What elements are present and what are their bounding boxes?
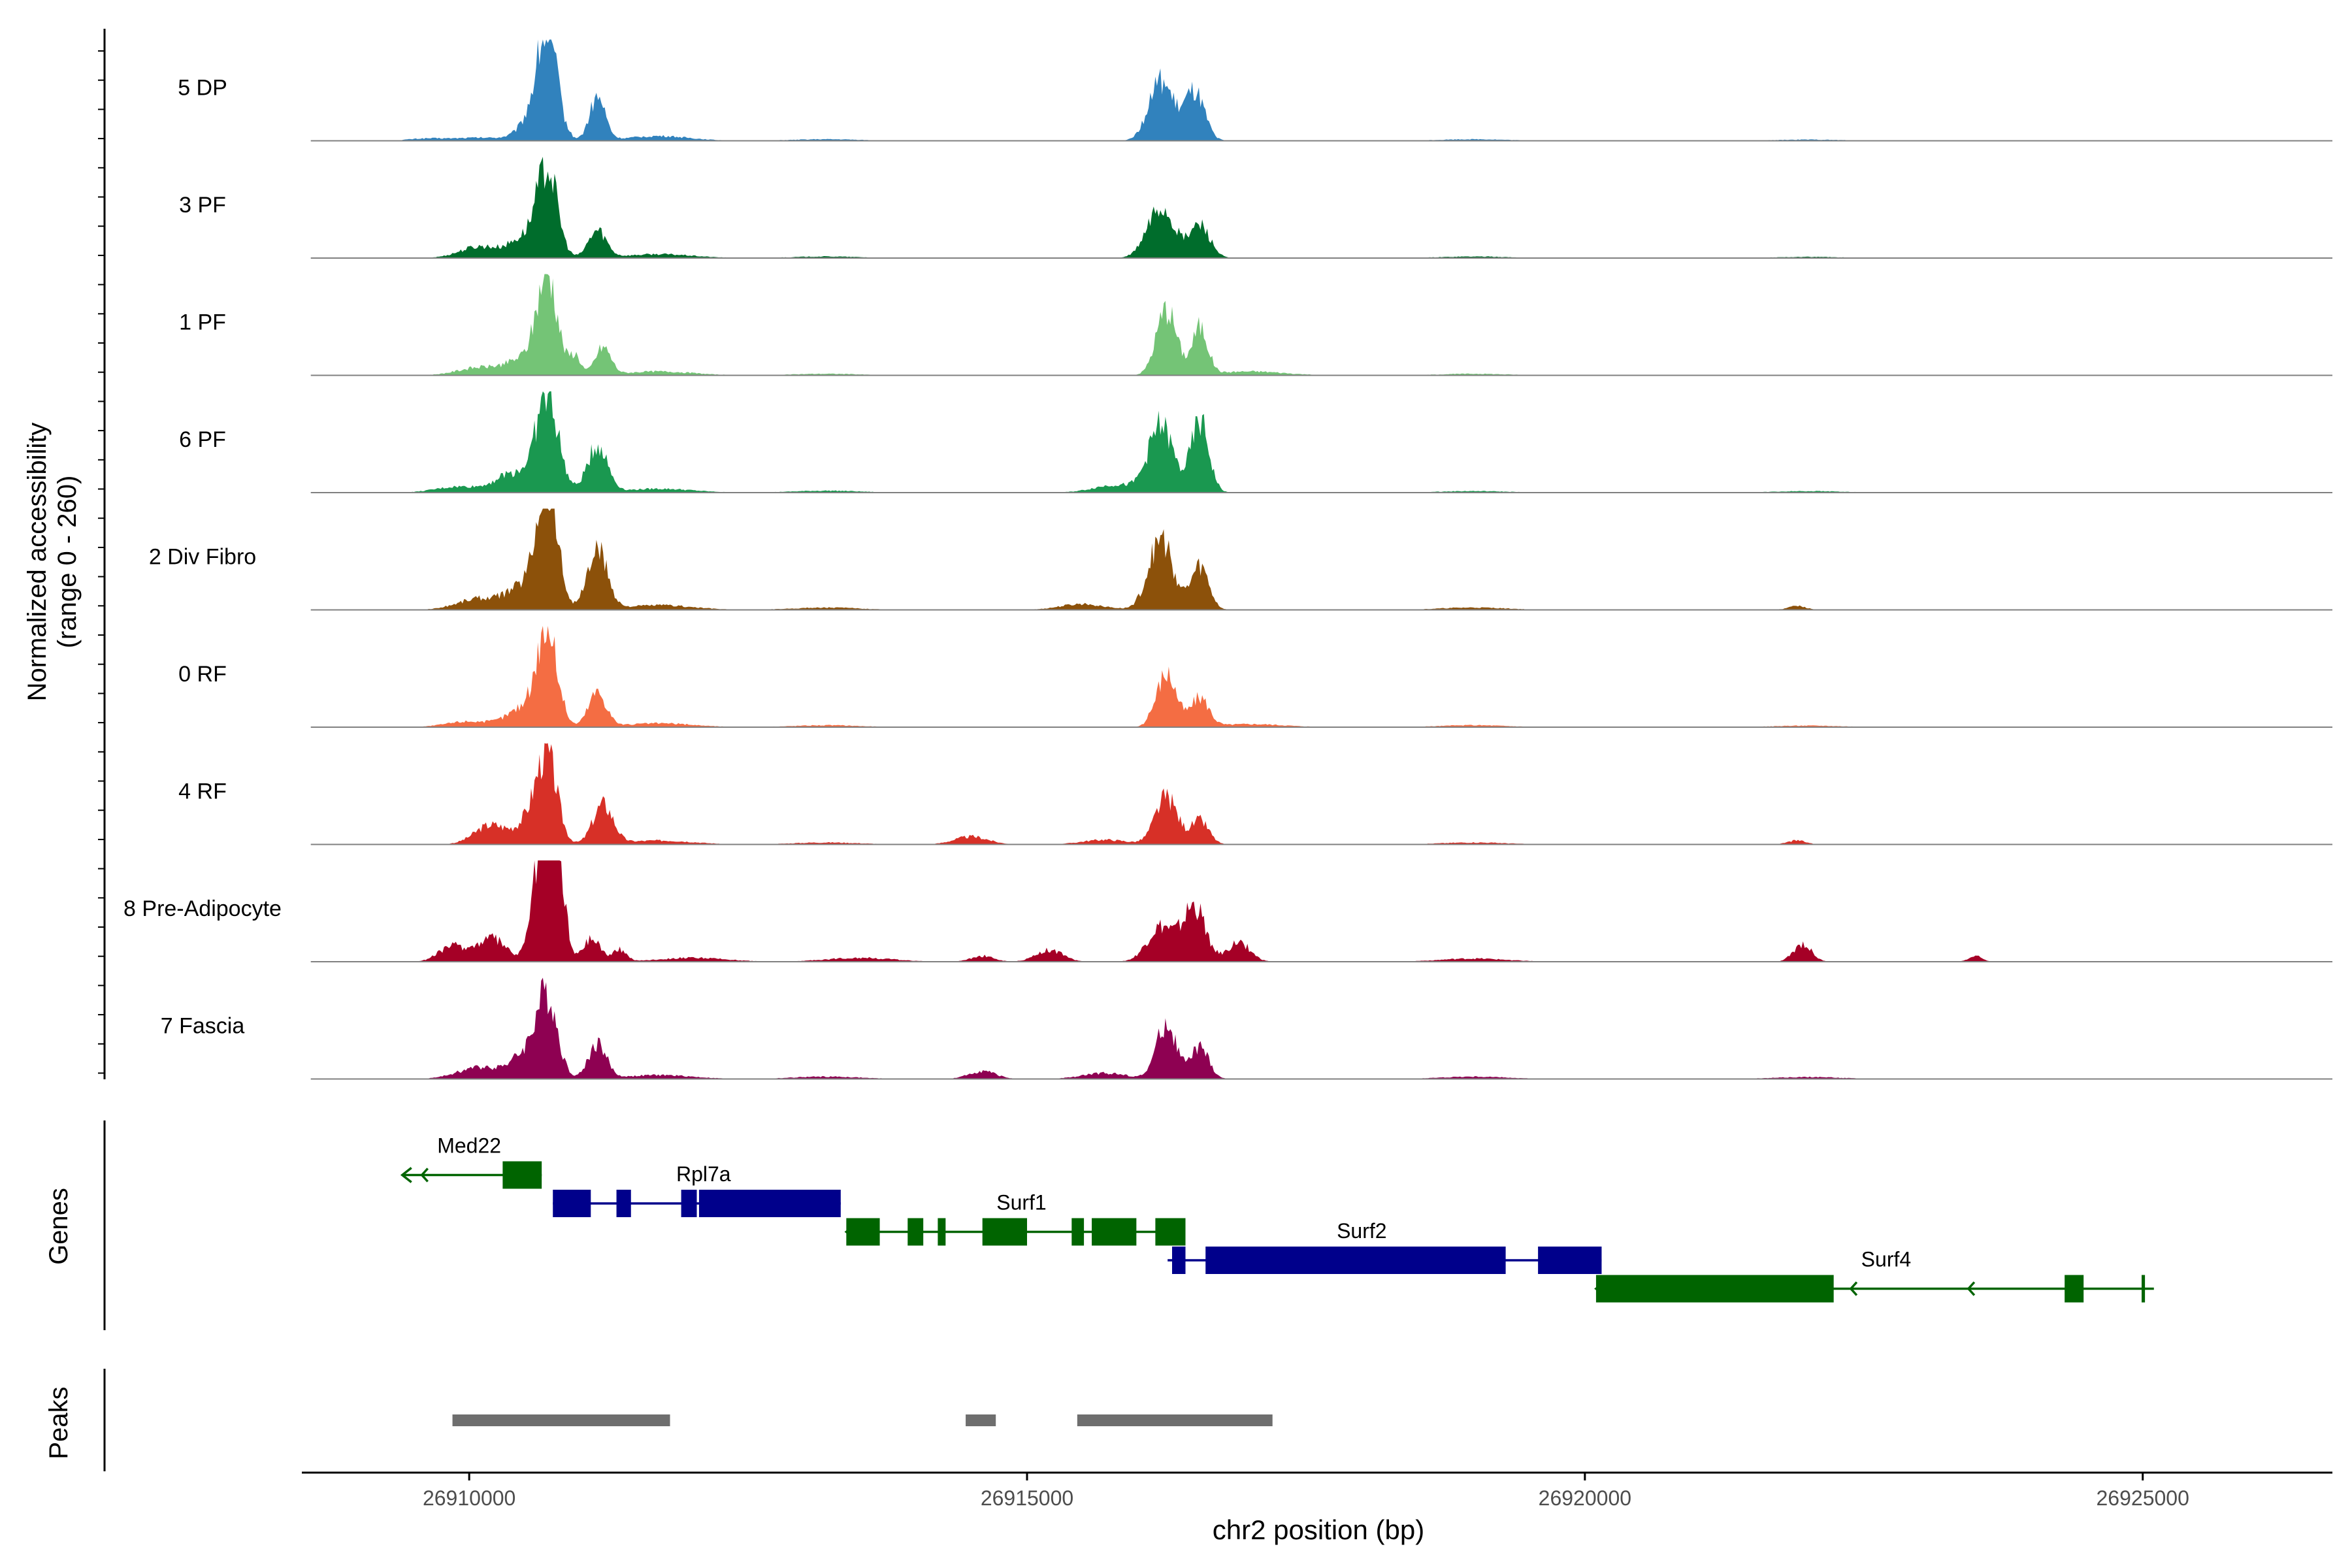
gene-label: Surf4 [1861,1248,1911,1271]
track-label: 2 Div Fibro [149,545,256,570]
x-tick-label: 26925000 [2097,1486,2189,1510]
gene-exon [2065,1275,2084,1303]
gene-exon [1155,1218,1186,1246]
coverage-track: 7 Fascia [161,977,2332,1080]
gene-label: Surf1 [996,1191,1046,1215]
coverage-area [402,977,2154,1079]
track-label: 4 RF [178,779,227,804]
gene-exon [938,1218,946,1246]
peaks-track [103,1369,1273,1471]
x-tick-label: 26910000 [423,1486,515,1510]
gene-exon [681,1190,697,1217]
gene-exon [1172,1247,1186,1274]
coverage-y-label-range: (range 0 - 260) [53,476,82,649]
coverage-track: 2 Div Fibro [149,508,2332,611]
track-label: 1 PF [179,310,226,335]
gene: Surf4 [1594,1248,2154,1303]
track-label: 0 RF [178,662,227,687]
gene-exon [846,1218,880,1246]
gene-exon [907,1218,924,1246]
coverage-area [402,626,2154,727]
coverage-track: 6 PF [179,391,2332,493]
track-label: 5 DP [178,76,227,101]
coverage-y-label: Normalized accessibility [23,423,52,702]
gene-label: Med22 [437,1134,501,1158]
peak-region [452,1414,670,1426]
coverage-tracks: 5 DP 3 PF 1 PF 6 PF 2 Div Fibro 0 RF 4 RF 8 Pre… [98,29,2332,1080]
gene-exon [1071,1218,1085,1246]
gene-exon [1205,1247,1506,1274]
strand-chevron [400,1167,412,1183]
track-label: 8 Pre-Adipocyte [123,896,282,921]
gene: Rpl7a [553,1162,841,1217]
coverage-track: 4 RF [178,743,2332,845]
track-label: 3 PF [179,193,226,218]
peaks-y-label: Peaks [44,1386,73,1459]
gene-annotation-track: Med22 Rpl7a Surf1 Surf2 Surf4 [103,1120,2154,1330]
gene-exon [502,1161,542,1189]
coverage-area [402,39,2154,141]
gene: Surf2 [1168,1219,1602,1274]
strand-chevron [1849,1281,1858,1296]
gene-exon [982,1218,1027,1246]
strand-chevron [420,1168,429,1183]
gene-exon [553,1190,591,1217]
coverage-area [402,508,2154,610]
gene-exon [2141,1275,2146,1303]
gene: Med22 [400,1134,542,1189]
genes-y-label: Genes [44,1188,73,1265]
coverage-area [402,391,2154,493]
gene-exon [616,1190,631,1217]
peak-region [966,1414,996,1426]
coverage-area [402,743,2154,845]
x-axis-title: chr2 position (bp) [1213,1514,1425,1545]
x-tick-label: 26915000 [981,1486,1073,1510]
gene-exon [1538,1247,1602,1274]
gene-exon [1092,1218,1137,1246]
coverage-track: 1 PF [179,274,2332,376]
peak-region [1077,1414,1273,1426]
gene-label: Rpl7a [676,1162,731,1186]
x-tick-label: 26920000 [1539,1486,1631,1510]
gene-exon [1595,1275,1834,1303]
coverage-area [402,274,2154,376]
coverage-track: 5 DP [178,39,2332,142]
coverage-track: 0 RF [178,626,2332,728]
gene: Surf1 [844,1191,1186,1246]
coverage-track: 3 PF [179,157,2332,259]
strand-chevron [1967,1281,1976,1296]
track-label: 6 PF [179,427,226,452]
gene-label: Surf2 [1337,1219,1386,1243]
coverage-area [402,157,2154,258]
gene-exon [698,1190,841,1217]
coverage-area [402,860,2154,962]
x-axis: 26910000 26915000 26920000 26925000 [302,1471,2332,1510]
track-label: 7 Fascia [161,1014,245,1039]
coverage-track: 8 Pre-Adipocyte [123,860,2332,962]
